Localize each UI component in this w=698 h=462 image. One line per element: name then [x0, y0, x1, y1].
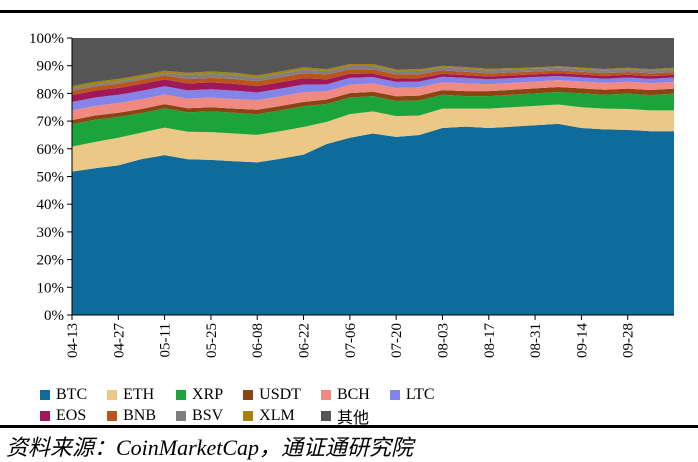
legend-label: ETH: [123, 385, 155, 403]
legend: BTC ETH XRP USDT BCH LTC EOS BNB BSV XLM 其他: [40, 385, 680, 427]
y-tick-label: 50%: [37, 170, 65, 186]
legend-label: XLM: [259, 406, 295, 424]
legend-label: LTC: [405, 385, 435, 403]
legend-swatch: [320, 410, 331, 421]
area-XRP: [72, 92, 674, 147]
legend-label: BTC: [56, 385, 88, 403]
legend-label: XRP: [192, 385, 224, 403]
legend-swatch: [176, 389, 187, 400]
legend-item-ETH: ETH: [107, 385, 156, 404]
legend-label: USDT: [259, 385, 301, 403]
x-tick-label: 07-06: [343, 323, 359, 358]
series-areas: [72, 38, 674, 316]
y-tick-label: 20%: [37, 253, 65, 269]
legend-item-BTC: BTC: [40, 385, 87, 404]
y-tick-labels: 0% 10% 20% 30% 40% 50% 60% 70% 80% 90% 100%: [29, 31, 64, 324]
area-BNB: [72, 69, 674, 96]
legend-swatch: [107, 410, 118, 421]
legend-item-EOS: EOS: [40, 406, 87, 425]
y-tick-label: 100%: [29, 31, 64, 47]
x-tick-label: 08-03: [435, 323, 451, 358]
x-tick-label: 04-27: [111, 323, 127, 358]
y-tick-label: 90%: [37, 59, 65, 75]
legend-label: EOS: [56, 406, 87, 424]
y-tick-label: 80%: [37, 86, 65, 102]
y-tick-label: 0%: [44, 308, 64, 324]
legend-swatch: [243, 389, 254, 400]
legend-swatch: [107, 389, 118, 400]
x-tick-label: 05-25: [204, 323, 220, 358]
legend-item-BCH: BCH: [320, 385, 370, 404]
legend-item-其他: 其他: [320, 406, 370, 427]
y-tick-label: 30%: [37, 225, 65, 241]
legend-item-XRP: XRP: [176, 385, 223, 404]
area-BCH: [72, 80, 674, 121]
top-rule: [0, 10, 698, 13]
legend-label: 其他: [336, 409, 369, 427]
x-tick-label: 05-11: [158, 323, 174, 357]
y-tick-label: 40%: [37, 197, 65, 213]
area-其他: [72, 38, 674, 87]
legend-item-BSV: BSV: [176, 406, 223, 425]
legend-swatch: [40, 389, 50, 400]
x-tick-label: 07-20: [389, 323, 405, 358]
area-BTC: [72, 123, 674, 316]
x-tick-label: 09-14: [574, 323, 590, 358]
y-tick-label: 60%: [37, 142, 65, 158]
area-ETH: [72, 104, 674, 172]
x-tick-label: 06-22: [297, 323, 313, 358]
legend-swatch: [389, 389, 400, 400]
area-EOS: [72, 73, 674, 103]
x-tick-labels: 04-13 04-27 05-11 05-25 06-08 06-22 07-06 07-20…: [65, 323, 637, 358]
legend-swatch: [243, 410, 254, 421]
y-tick-label: 10%: [37, 280, 65, 296]
legend-item-XLM: XLM: [243, 406, 301, 425]
area-USDT: [72, 87, 674, 125]
x-tick-label: 06-08: [250, 323, 266, 358]
legend-label: BNB: [123, 406, 157, 424]
axes: [67, 37, 674, 320]
source-note: 资料来源：CoinMarketCap，通证通研究院: [6, 435, 413, 460]
legend-item-LTC: LTC: [389, 385, 435, 404]
legend-swatch: [176, 410, 187, 421]
legend-label: BCH: [336, 385, 370, 403]
legend-item-BNB: BNB: [107, 406, 156, 425]
x-tick-label: 09-28: [621, 323, 637, 358]
x-tick-label: 04-13: [65, 323, 81, 358]
legend-swatch: [40, 410, 50, 421]
legend-item-USDT: USDT: [243, 385, 301, 404]
bottom-rule: [0, 425, 698, 428]
x-tick-label: 08-31: [528, 323, 544, 358]
area-BSV: [72, 65, 674, 91]
legend-label: BSV: [192, 406, 224, 424]
stacked-area-chart: 0%10%20%30%40%50%60%70%80%90%100% 04-13 0…: [29, 31, 674, 358]
y-tick-label: 70%: [37, 114, 65, 130]
legend-swatch: [320, 389, 331, 400]
area-LTC: [72, 75, 674, 111]
x-tick-label: 08-17: [482, 323, 498, 358]
